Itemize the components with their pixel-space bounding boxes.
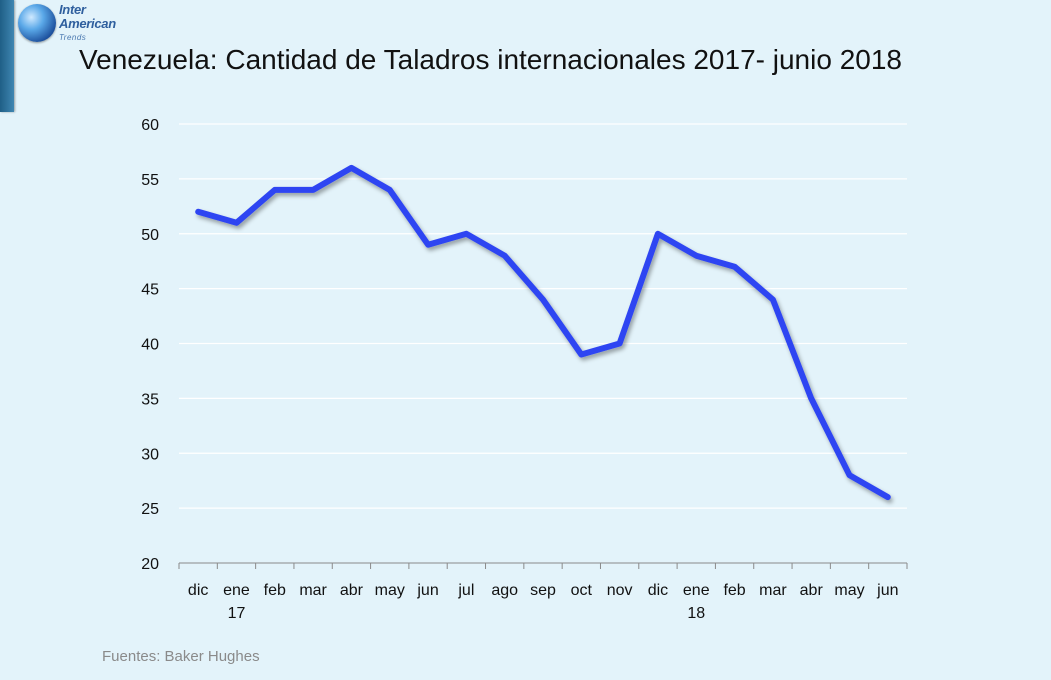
x-tick-label: abr [800,582,824,599]
x-tick-label: ene [223,582,250,599]
x-tick-label: may [375,582,405,599]
x-tick-label: mar [299,582,327,599]
source-note: Fuentes: Baker Hughes [102,648,260,665]
x-tick-label: oct [571,582,593,599]
x-year-label: 17 [228,605,246,622]
logo-side-strip [0,0,14,112]
logo-line-3: Trends [59,33,87,42]
x-tick-label: sep [530,582,556,599]
x-tick-label: jun [876,582,898,599]
inter-american-trends-logo: Inter American Trends [0,0,130,46]
axes [178,562,908,569]
x-tick-label: nov [607,582,633,599]
gridlines [179,123,907,509]
y-tick-label: 55 [141,172,159,189]
chart-title: Venezuela: Cantidad de Taladros internac… [79,44,902,75]
x-tick-label: ene [683,582,710,599]
x-tick-label: ago [491,582,518,599]
y-tick-label: 45 [141,282,159,299]
x-tick-label: abr [340,582,364,599]
y-tick-label: 25 [141,501,159,518]
y-tick-label: 60 [141,117,159,134]
x-tick-label: feb [723,582,745,599]
globe-icon [18,4,56,42]
series-layer [195,164,891,501]
y-tick-label: 30 [141,446,159,463]
x-tick-label: feb [264,582,286,599]
x-tick-label: jun [416,582,438,599]
y-tick-label: 35 [141,391,159,408]
logo-text: Inter American Trends [59,3,116,45]
y-tick-label: 40 [141,337,159,354]
x-year-label: 18 [687,605,705,622]
x-tick-label: mar [759,582,787,599]
series-line [195,164,891,501]
logo-line-1: Inter [59,2,86,17]
y-tick-label: 20 [141,556,159,573]
x-tick-label: may [834,582,864,599]
y-tick-label: 50 [141,227,159,244]
x-tick-label: jul [457,582,474,599]
x-tick-label: dic [648,582,668,599]
x-tick-label: dic [188,582,208,599]
logo-line-2: American [59,16,116,31]
